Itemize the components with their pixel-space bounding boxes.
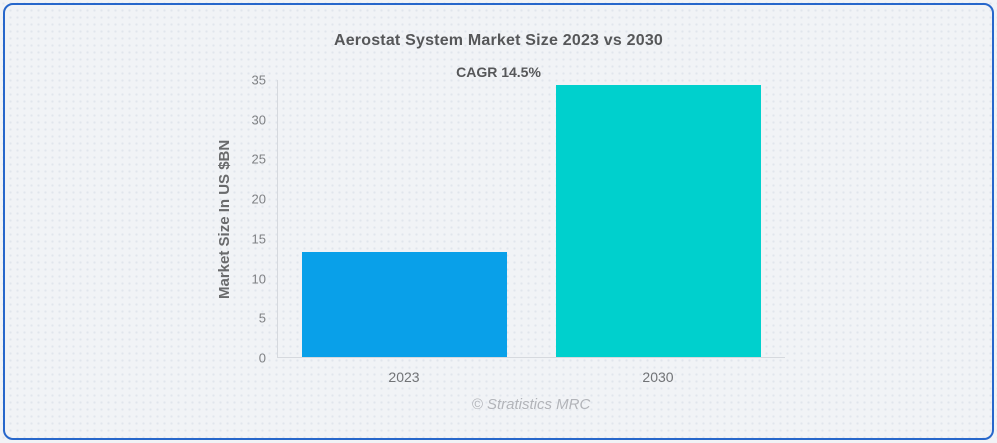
y-tick-5: 5 — [258, 310, 266, 326]
x-axis-labels: 2023 2030 — [277, 369, 785, 387]
source-credit: © Stratistics MRC — [471, 396, 591, 413]
y-tick-25: 25 — [251, 151, 266, 167]
bar-2030 — [555, 84, 761, 357]
y-tick-15: 15 — [251, 231, 266, 247]
bar-2023 — [302, 251, 508, 357]
y-tick-10: 10 — [251, 271, 266, 287]
y-tick-30: 30 — [251, 112, 266, 128]
chart-title: Aerostat System Market Size 2023 vs 2030 — [333, 32, 664, 49]
y-tick-35: 35 — [251, 72, 266, 88]
y-tick-20: 20 — [251, 191, 266, 207]
plot-area — [277, 80, 785, 358]
x-label-2030: 2030 — [642, 369, 674, 385]
y-tick-0: 0 — [258, 350, 266, 366]
y-axis-ticks: 0 5 10 15 20 25 30 35 — [0, 73, 266, 366]
x-label-2023: 2023 — [388, 369, 420, 385]
cagr-annotation: CAGR 14.5% — [456, 64, 541, 80]
